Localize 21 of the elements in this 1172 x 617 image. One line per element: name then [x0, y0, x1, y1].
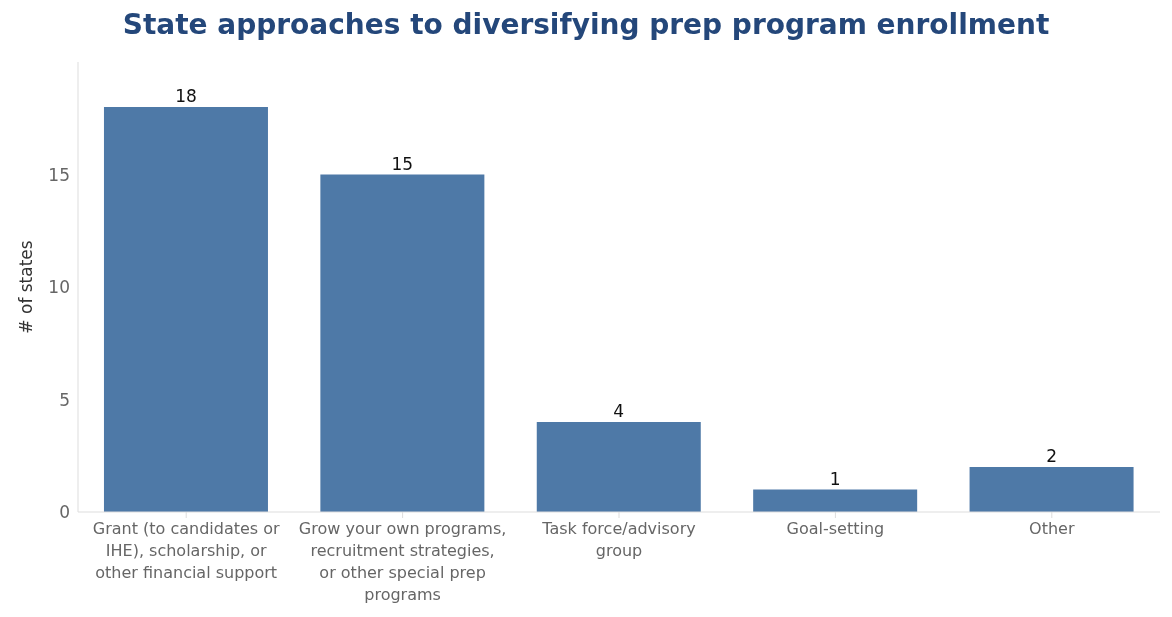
data-label: 4 [613, 401, 625, 421]
x-tick-label: Goal-setting [786, 519, 885, 538]
x-tick-label: Grow your own programs, recruitment strategies, or other special prep programs [298, 519, 507, 604]
bar [753, 489, 918, 512]
y-tick-label: 15 [48, 164, 70, 185]
y-tick-label: 5 [59, 389, 70, 410]
x-tick-label: Other [1029, 519, 1075, 538]
x-tick-label: Grant (to candidates or IHE), scholarship, or other financial support [92, 519, 281, 582]
y-tick-label: 10 [48, 277, 70, 298]
y-tick-label: 0 [59, 502, 70, 523]
bar [320, 174, 485, 512]
bar [536, 422, 701, 512]
bar [103, 107, 268, 512]
data-label: 2 [1046, 446, 1057, 466]
bar [969, 467, 1134, 512]
data-label: 15 [391, 153, 414, 174]
chart-title: State approaches to diversifying prep program enrollment [121, 8, 1051, 43]
y-axis-title: # of states [16, 240, 37, 334]
data-label: 18 [175, 86, 197, 106]
data-label: 1 [829, 468, 841, 489]
x-tick-label: Task force/advisory group [541, 519, 696, 560]
